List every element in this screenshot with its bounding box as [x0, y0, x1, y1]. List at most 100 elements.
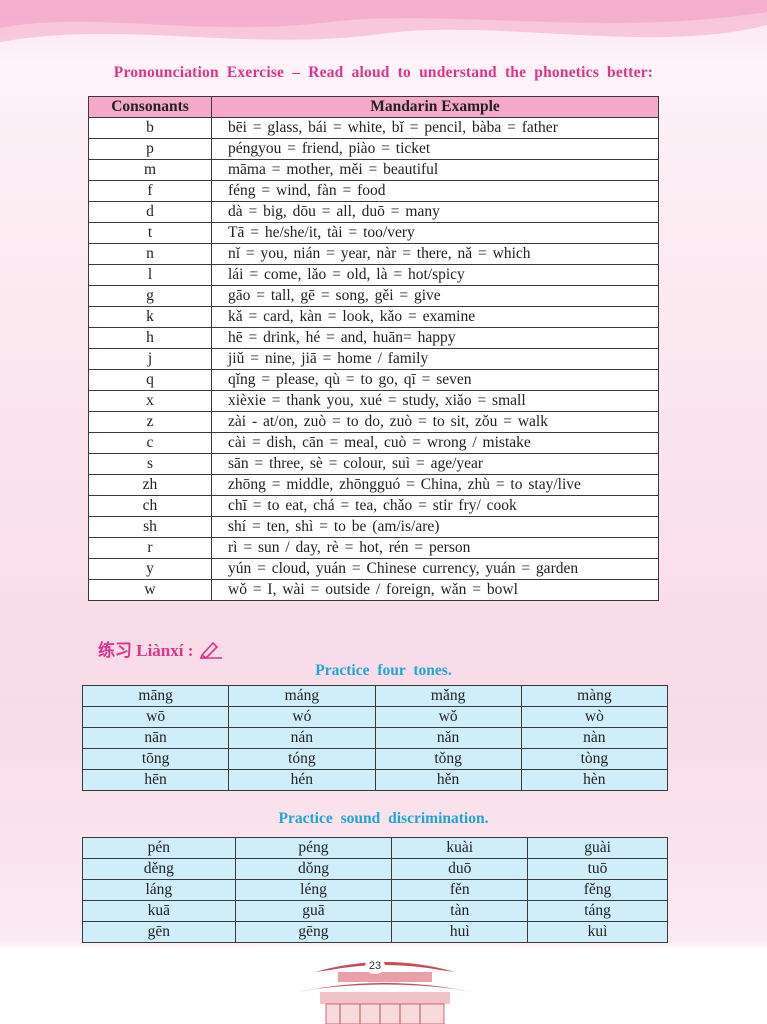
table-cell: kuì	[527, 921, 668, 943]
table-cell: tuō	[527, 858, 668, 880]
table-row: y yún = cloud, yuán = Chinese currency, y…	[88, 558, 659, 580]
table-cell: kuài	[391, 837, 529, 859]
table-cell: máng	[228, 685, 376, 707]
table-row: wō wó wǒ wò	[81, 706, 669, 728]
table-cell: yún = cloud, yuán = Chinese currency, yu…	[211, 558, 659, 580]
table-row: děng dǒng duō tuō	[82, 858, 668, 880]
table-cell: wó	[228, 706, 376, 728]
table-cell: nán	[228, 727, 376, 749]
table-cell: mǎng	[374, 685, 522, 707]
table-cell: h	[88, 327, 212, 349]
table-cell: nān	[81, 727, 230, 749]
table-cell: tóng	[228, 748, 376, 770]
table-cell: chī = to eat, chá = tea, chǎo = stir fry…	[211, 495, 659, 517]
table-row: b bēi = glass, bái = white, bǐ = pencil, …	[88, 117, 659, 139]
table-cell: hēn	[81, 769, 230, 791]
table-cell: huì	[391, 921, 529, 943]
table-cell: táng	[527, 900, 668, 922]
table-cell: m	[88, 159, 212, 181]
table-cell: s	[88, 453, 212, 475]
table-cell: māma = mother, měi = beautiful	[211, 159, 659, 181]
table-cell: Tā = he/she/it, tài = too/very	[211, 222, 659, 244]
table-row: l lái = come, lǎo = old, là = hot/spicy	[88, 264, 659, 286]
table-cell: sān = three, sè = colour, suì = age/year	[211, 453, 659, 475]
table-row: ch chī = to eat, chá = tea, chǎo = stir f…	[88, 495, 659, 517]
table-row: kuā guā tàn táng	[82, 900, 668, 922]
table-cell: gēng	[234, 921, 393, 943]
table-cell: r	[88, 537, 212, 559]
table-row: pén péng kuài guài	[82, 837, 668, 859]
table-cell: wō	[81, 706, 230, 728]
table-row: q qǐng = please, qù = to go, qī = seven	[88, 369, 659, 391]
table-cell: dǒng	[234, 858, 393, 880]
table-cell: wǒ	[374, 706, 522, 728]
table-cell: jiǔ = nine, jiā = home / family	[211, 348, 659, 370]
table-row: hēn hén hěn hèn	[81, 769, 669, 791]
table-cell: péngyou = friend, piào = ticket	[211, 138, 659, 160]
table-cell: bēi = glass, bái = white, bǐ = pencil, b…	[211, 117, 659, 139]
table-row: f féng = wind, fàn = food	[88, 180, 659, 202]
table-cell: qǐng = please, qù = to go, qī = seven	[211, 369, 659, 391]
table-cell: shí = ten, shì = to be (am/is/are)	[211, 516, 659, 538]
lianxi-section-label: 练习 Liànxí :	[98, 636, 223, 661]
table-cell: tàn	[391, 900, 529, 922]
table-cell: n	[88, 243, 212, 265]
table-row: m māma = mother, měi = beautiful	[88, 159, 659, 181]
table-cell: p	[88, 138, 212, 160]
table-cell: lái = come, lǎo = old, là = hot/spicy	[211, 264, 659, 286]
table-row: r rì = sun / day, rè = hot, rén = person	[88, 537, 659, 559]
table-cell: hén	[228, 769, 376, 791]
table-row: láng léng fěn fěng	[82, 879, 668, 901]
table-cell: tǒng	[374, 748, 522, 770]
table-row: t Tā = he/she/it, tài = too/very	[88, 222, 659, 244]
table-cell: dà = big, dōu = all, duō = many	[211, 201, 659, 223]
table-cell: t	[88, 222, 212, 244]
table-cell: zhōng = middle, zhōngguó = China, zhù = …	[211, 474, 659, 496]
table-cell: péng	[234, 837, 393, 859]
table-cell: x	[88, 390, 212, 412]
table-header-row: Consonants Mandarin Example	[88, 96, 659, 118]
table-cell: ch	[88, 495, 212, 517]
table-cell: nàn	[520, 727, 669, 749]
table-row: p péngyou = friend, piào = ticket	[88, 138, 659, 160]
table-cell: l	[88, 264, 212, 286]
table-cell: nǐ = you, nián = year, nàr = there, nǎ =…	[211, 243, 659, 265]
table-row: j jiǔ = nine, jiā = home / family	[88, 348, 659, 370]
table-row: s sān = three, sè = colour, suì = age/yea…	[88, 453, 659, 475]
table-row: tōng tóng tǒng tòng	[81, 748, 669, 770]
table-cell: nǎn	[374, 727, 522, 749]
table-cell: tōng	[81, 748, 230, 770]
pencil-write-icon	[200, 641, 223, 659]
table-cell: c	[88, 432, 212, 454]
table-row: h hē = drink, hé = and, huān= happy	[88, 327, 659, 349]
table-cell: wò	[520, 706, 669, 728]
page-heading: Pronounciation Exercise – Read aloud to …	[113, 64, 654, 81]
table-cell: hèn	[520, 769, 669, 791]
table-row: māng máng mǎng màng	[81, 685, 669, 707]
table-cell: q	[88, 369, 212, 391]
table-cell: rì = sun / day, rè = hot, rén = person	[211, 537, 659, 559]
table-cell: hěn	[374, 769, 522, 791]
table-row: c cài = dish, cān = meal, cuò = wrong / m…	[88, 432, 659, 454]
table-cell: tòng	[520, 748, 669, 770]
table-cell: gāo = tall, gē = song, gěi = give	[211, 285, 659, 307]
table-cell: f	[88, 180, 212, 202]
table-row: z zài - at/on, zuò = to do, zuò = to sit,…	[88, 411, 659, 433]
table-cell: y	[88, 558, 212, 580]
table-cell: màng	[520, 685, 669, 707]
table-cell: féng = wind, fàn = food	[211, 180, 659, 202]
table-cell: w	[88, 579, 212, 601]
table-cell: hē = drink, hé = and, huān= happy	[211, 327, 659, 349]
consonants-table: Consonants Mandarin Example b bēi = glass…	[88, 96, 659, 601]
table-cell: kuā	[82, 900, 236, 922]
table-cell: j	[88, 348, 212, 370]
top-wave-decoration	[0, 0, 767, 42]
tones-table: māng máng mǎng màng wō wó wǒ wò nān nán nǎn nàn tōng…	[81, 685, 669, 791]
tones-title: Practice four tones.	[315, 662, 452, 679]
page-number: 23	[365, 958, 385, 974]
table-cell: d	[88, 201, 212, 223]
table-cell: sh	[88, 516, 212, 538]
header-mandarin-example: Mandarin Example	[211, 96, 659, 118]
table-cell: guā	[234, 900, 393, 922]
table-cell: k	[88, 306, 212, 328]
